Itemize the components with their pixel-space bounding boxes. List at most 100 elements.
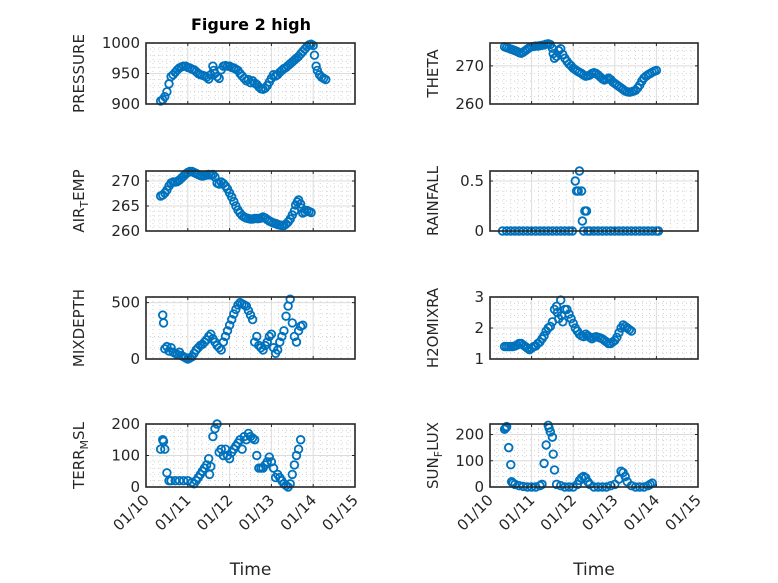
data-point — [258, 345, 268, 355]
y-tick-label: 1000 — [102, 34, 140, 52]
subplot-theta: 260 270 THETA — [424, 39, 699, 113]
data-point — [247, 314, 258, 325]
data-point — [220, 331, 231, 342]
data-point — [539, 458, 549, 469]
data-point — [626, 326, 637, 336]
major-grid — [490, 171, 698, 231]
data-point — [309, 50, 320, 60]
data-point — [624, 324, 635, 335]
data-point — [262, 457, 272, 467]
x-tick-label: 01/13 — [235, 491, 278, 534]
y-tick-label: 260 — [111, 222, 140, 240]
data-point — [162, 341, 172, 352]
data-point — [551, 479, 562, 490]
data-point — [245, 310, 256, 320]
x-tick-label: 01/12 — [537, 491, 580, 534]
data-point — [206, 461, 216, 472]
data-point — [512, 340, 522, 350]
data-point — [308, 40, 318, 51]
data-point — [260, 83, 270, 93]
subplot-h2omixra: 1 2 3 H2OMIXRA — [424, 287, 699, 368]
data-point — [206, 329, 216, 339]
y-tick-label: 0 — [130, 478, 140, 496]
y-tick-label: 900 — [111, 95, 140, 113]
data-point — [578, 331, 589, 342]
data-point — [577, 216, 588, 226]
data-point — [298, 320, 308, 330]
data-point — [306, 207, 316, 218]
major-grid — [490, 424, 698, 487]
x-tick-label: 01/10 — [454, 491, 497, 534]
series-pressure — [155, 39, 331, 106]
data-point — [514, 480, 524, 491]
data-point — [264, 331, 275, 342]
data-point — [218, 337, 229, 347]
y-axis-label: PRESSURE — [70, 34, 88, 113]
axes-box — [489, 423, 699, 488]
y-axis-label-subscript: T — [78, 201, 91, 209]
data-point — [570, 176, 580, 186]
data-point — [321, 74, 331, 85]
y-axis-label-rest: LUX — [424, 422, 442, 451]
x-tick-label: 01/11 — [151, 491, 194, 534]
y-tick-label: 0.5 — [460, 172, 484, 190]
y-tick-label: 260 — [455, 95, 484, 113]
data-point — [501, 421, 512, 432]
y-axis-label-main: TERR — [70, 449, 88, 490]
data-point — [268, 463, 279, 473]
data-point — [224, 320, 235, 330]
y-tick-label: 265 — [111, 197, 140, 215]
subplot-rainfall: 0 0.5 RAINFALL — [424, 165, 699, 240]
x-tick-label: 01/14 — [620, 491, 663, 534]
data-point — [506, 459, 516, 470]
y-axis-label-subscript: F — [432, 451, 445, 457]
data-point — [295, 435, 306, 445]
y-axis-label-main: AIR — [70, 208, 88, 233]
data-point — [281, 311, 291, 321]
data-point — [231, 304, 241, 315]
data-point — [620, 471, 630, 482]
x-axis-label: Time — [572, 560, 615, 580]
x-axis-label: Time — [229, 560, 272, 580]
data-point — [545, 427, 556, 437]
data-point — [295, 199, 306, 209]
data-point — [289, 460, 300, 470]
subplot-mixdepth: 0 500 MIXDEPTH — [70, 289, 356, 368]
data-point — [612, 332, 622, 342]
axes-box — [489, 42, 699, 105]
data-point — [160, 444, 170, 454]
data-point — [522, 343, 533, 353]
data-point — [504, 442, 514, 453]
series-sun_flux — [499, 420, 657, 492]
data-point — [279, 326, 289, 336]
major-grid — [146, 297, 355, 359]
data-point — [581, 206, 592, 216]
data-point — [541, 440, 551, 450]
y-axis-label: TERRMSL — [70, 421, 91, 490]
x-tick-label: 01/13 — [578, 491, 621, 534]
data-point — [556, 480, 566, 491]
data-point — [226, 314, 237, 325]
data-point — [241, 301, 252, 311]
data-point — [537, 479, 547, 490]
data-point — [651, 65, 662, 76]
data-point — [226, 192, 237, 202]
y-tick-label: 200 — [455, 426, 484, 444]
subplot-pressure: 900 950 1000 PRESSURE — [70, 34, 356, 113]
data-point — [229, 196, 239, 207]
data-point — [293, 444, 304, 454]
y-tick-label: 200 — [111, 415, 140, 433]
y-tick-label: 0 — [474, 478, 484, 496]
y-tick-label: 950 — [111, 65, 140, 83]
data-point — [243, 305, 254, 316]
y-axis-label: SUNFLUX — [424, 422, 445, 489]
data-point — [626, 480, 637, 491]
y-tick-label: 0 — [474, 222, 484, 240]
data-point — [262, 337, 272, 347]
data-point — [287, 469, 297, 480]
data-point — [549, 465, 560, 475]
data-point — [556, 44, 566, 54]
data-point — [549, 53, 560, 63]
series-air_temp — [155, 166, 316, 231]
